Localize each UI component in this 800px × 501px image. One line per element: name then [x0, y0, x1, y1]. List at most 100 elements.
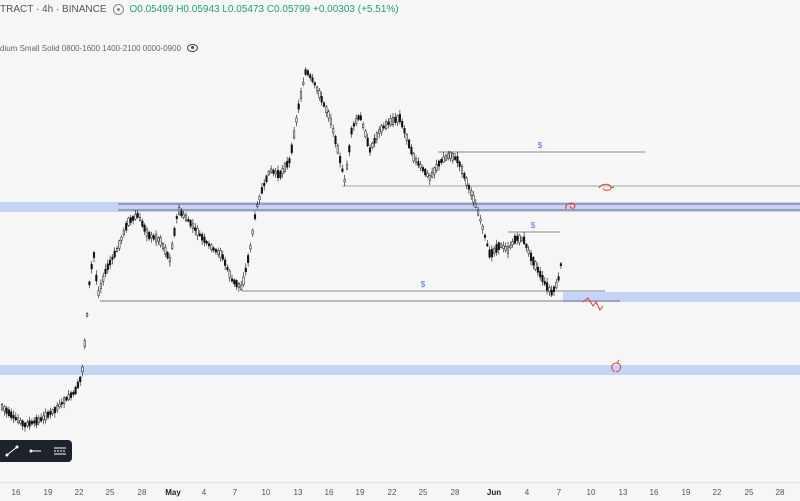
candle-body — [118, 240, 121, 249]
candle-body — [233, 279, 236, 285]
chart-legend: TRACT · 4h · BINANCE O0.05499 H0.05943 L… — [0, 0, 399, 18]
candle-body — [92, 252, 96, 258]
candle-body — [502, 245, 505, 249]
candle-body — [152, 235, 155, 240]
candle-body — [483, 234, 487, 238]
candle-body — [242, 276, 245, 286]
candle-body — [99, 283, 102, 289]
candle-body — [350, 127, 353, 135]
candle-body — [447, 153, 450, 159]
candle-body — [329, 118, 332, 125]
candle-body — [63, 397, 66, 405]
candle-body — [389, 118, 392, 126]
candle-body — [251, 229, 254, 235]
candle-body — [19, 420, 22, 424]
time-axis-tick: 28 — [775, 488, 785, 497]
candle-body — [405, 133, 408, 141]
candle-body — [456, 156, 459, 164]
candle-body — [509, 245, 512, 249]
candle-body — [120, 236, 123, 241]
candle-body — [412, 153, 415, 162]
candle-body — [302, 82, 305, 85]
price-chart[interactable]: $ $ $ — [0, 0, 800, 482]
drawing-toolbar — [0, 440, 72, 462]
candle-body — [408, 139, 411, 149]
candle-body — [267, 170, 270, 176]
candle-body — [385, 121, 388, 129]
candle-body — [141, 220, 144, 227]
candle-body — [201, 234, 204, 241]
annotation-wave — [582, 297, 604, 311]
candle-body — [0, 404, 4, 410]
candle-body — [221, 254, 224, 260]
upper-zone[interactable] — [0, 202, 800, 212]
candle-body — [17, 417, 20, 423]
candle-body — [23, 422, 27, 428]
candle-body — [72, 391, 75, 395]
candle-body — [168, 257, 171, 263]
candle-body — [479, 218, 482, 222]
candle-body — [58, 403, 61, 408]
candle-body — [219, 250, 222, 258]
annotation-loop-2 — [565, 202, 576, 210]
candle-body — [194, 227, 197, 231]
time-axis-tick: 19 — [43, 488, 53, 497]
settings-lines-icon[interactable] — [51, 444, 69, 458]
candle-body — [40, 417, 43, 422]
mid-zone[interactable] — [563, 292, 800, 302]
candle-body — [10, 411, 13, 418]
candle-body — [557, 276, 560, 281]
candle-body — [318, 90, 321, 98]
candle-body — [495, 244, 498, 253]
time-axis[interactable]: 16 19 22 25 28 May 4 7 10 13 16 19 22 25 28 Jun 4 7 10 13 16… — [0, 482, 800, 501]
time-axis-tick: 10 — [586, 488, 596, 497]
candle-body — [506, 246, 510, 254]
candle-body — [532, 256, 535, 266]
candle-body — [53, 407, 56, 414]
candles — [0, 67, 562, 432]
candle-body — [150, 234, 153, 239]
time-axis-tick: Jun — [486, 488, 502, 497]
candle-body — [467, 184, 470, 190]
candle-body — [104, 268, 107, 275]
time-axis-tick: 13 — [293, 488, 303, 497]
candle-body — [316, 86, 319, 92]
candle-body — [138, 217, 142, 221]
candle-body — [345, 163, 349, 170]
candle-body — [171, 243, 174, 249]
indicator-eye-icon[interactable] — [187, 44, 199, 52]
visibility-eye-icon[interactable] — [112, 3, 124, 15]
candle-body — [155, 234, 158, 243]
candle-body — [196, 228, 199, 236]
candle-body — [440, 159, 443, 164]
candle-body — [371, 142, 374, 148]
liquidity-label-low: $ — [421, 280, 426, 289]
candle-body — [451, 153, 454, 161]
candle-body — [348, 145, 351, 153]
candle-body — [79, 376, 82, 383]
candle-body — [86, 313, 89, 317]
candle-body — [424, 168, 427, 176]
candle-body — [550, 289, 553, 296]
lower-zone[interactable] — [0, 365, 800, 375]
candle-body — [69, 392, 73, 398]
candle-body — [454, 156, 457, 160]
candle-body — [332, 128, 335, 134]
candle-body — [166, 252, 169, 259]
candle-body — [465, 177, 468, 186]
candle-body — [555, 282, 558, 289]
candle-body — [336, 145, 339, 154]
candle-body — [33, 420, 36, 424]
candle-body — [281, 168, 284, 174]
horizontal-line-icon[interactable] — [27, 444, 45, 458]
trendline-icon[interactable] — [3, 444, 21, 458]
candle-body — [293, 130, 296, 139]
candle-body — [559, 263, 562, 266]
candle-body — [534, 261, 537, 270]
candle-body — [240, 284, 243, 290]
candle-body — [458, 161, 461, 167]
candle-body — [189, 220, 192, 227]
candle-body — [518, 234, 521, 243]
candle-body — [334, 135, 337, 145]
candle-body — [417, 161, 420, 166]
